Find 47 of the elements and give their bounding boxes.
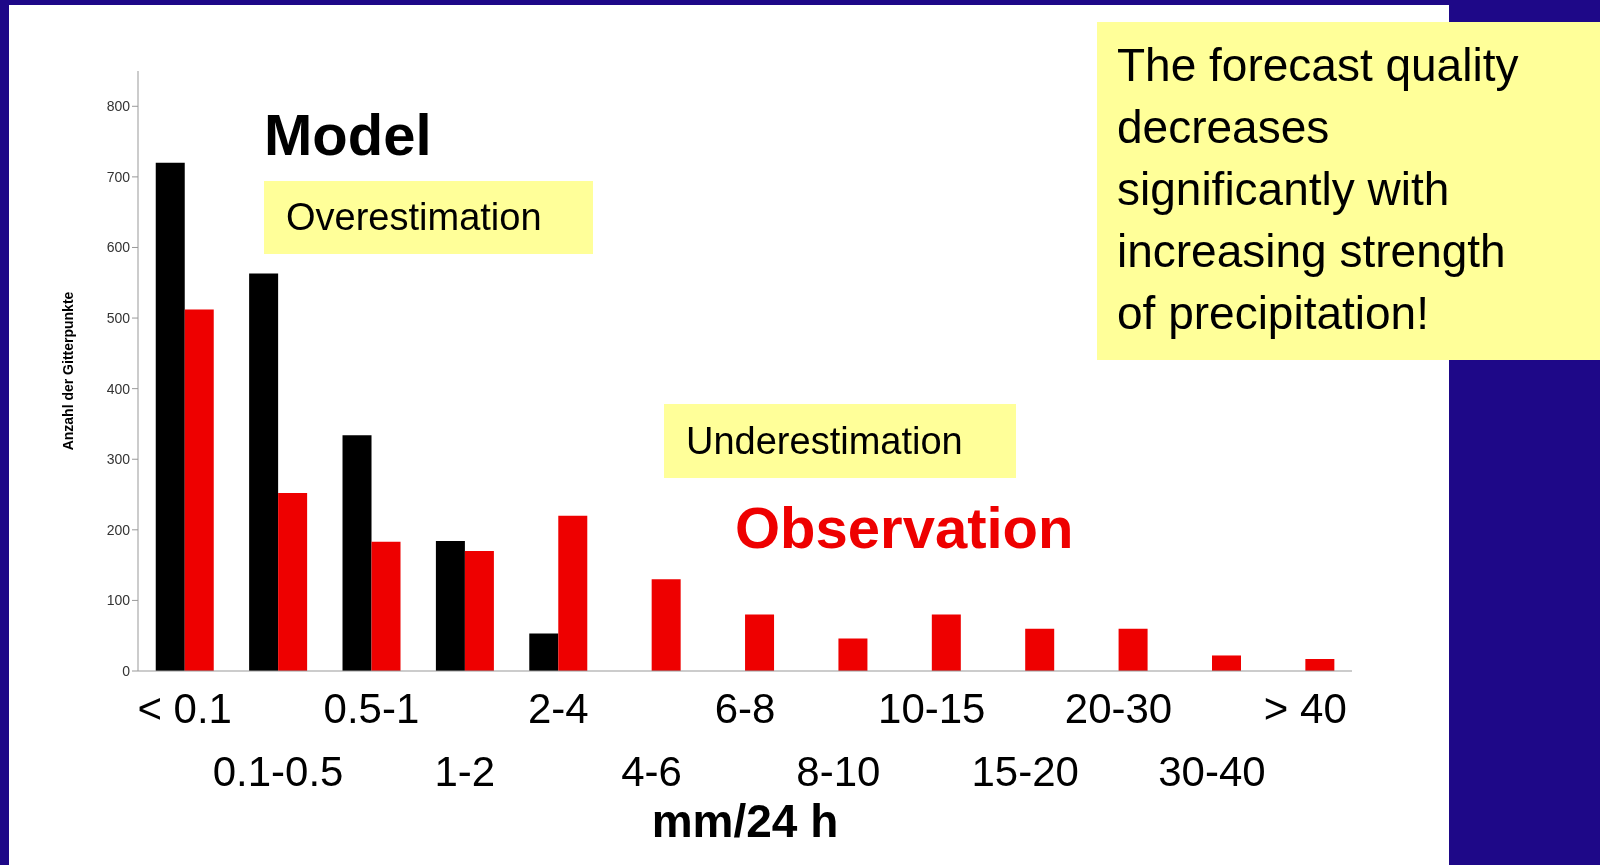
x-tick-label: 1-2 bbox=[434, 748, 496, 795]
annotation: Overestimation bbox=[264, 181, 593, 254]
bar bbox=[558, 515, 588, 671]
y-tick-label: 0 bbox=[122, 662, 131, 679]
bar bbox=[249, 273, 279, 671]
y-tick-label: 600 bbox=[106, 239, 131, 256]
y-tick-label: 300 bbox=[106, 451, 131, 468]
x-tick-label: > 40 bbox=[1263, 685, 1347, 732]
y-axis-title: Anzahl der Gitterpunkte bbox=[59, 291, 76, 451]
bar bbox=[184, 309, 214, 671]
y-tick-label: 100 bbox=[106, 592, 131, 609]
annotation: Underestimation bbox=[664, 404, 1016, 478]
y-tick-label: 700 bbox=[106, 168, 131, 185]
x-tick-label: < 0.1 bbox=[137, 685, 232, 732]
series-label: Observation bbox=[735, 495, 1074, 560]
bar bbox=[1211, 655, 1241, 671]
annotation: The forecast quality decreases significantly with increasing strength of precipitation! bbox=[1097, 22, 1600, 360]
y-tick-label: 800 bbox=[106, 98, 131, 115]
x-tick-label: 10-15 bbox=[878, 685, 986, 732]
bar bbox=[155, 162, 185, 671]
x-tick-label: 8-10 bbox=[796, 748, 881, 795]
bar bbox=[651, 579, 681, 671]
x-tick-label: 15-20 bbox=[971, 748, 1079, 795]
bar bbox=[464, 551, 494, 671]
bar bbox=[1305, 659, 1335, 671]
y-tick-label: 400 bbox=[106, 380, 131, 397]
bar bbox=[278, 493, 308, 671]
bar bbox=[1025, 628, 1055, 671]
bar bbox=[931, 614, 961, 671]
bar bbox=[838, 638, 868, 671]
x-axis-title: mm/24 h bbox=[651, 795, 839, 847]
x-tick-label: 2-4 bbox=[527, 685, 589, 732]
y-tick-label: 200 bbox=[106, 521, 131, 538]
bar bbox=[371, 541, 401, 671]
x-tick-label: 4-6 bbox=[621, 748, 682, 795]
x-tick-label: 20-30 bbox=[1064, 685, 1173, 732]
x-tick-label: 0.5-1 bbox=[323, 685, 420, 732]
series-label: Model bbox=[264, 102, 432, 167]
y-tick-label: 500 bbox=[106, 310, 131, 327]
bar bbox=[435, 541, 465, 671]
x-tick-label: 0.1-0.5 bbox=[212, 748, 344, 795]
bar bbox=[342, 435, 372, 671]
bar bbox=[529, 633, 559, 671]
bar bbox=[1118, 628, 1148, 671]
x-tick-label: 30-40 bbox=[1158, 748, 1266, 795]
x-tick-label: 6-8 bbox=[714, 685, 776, 732]
bar bbox=[745, 614, 775, 671]
